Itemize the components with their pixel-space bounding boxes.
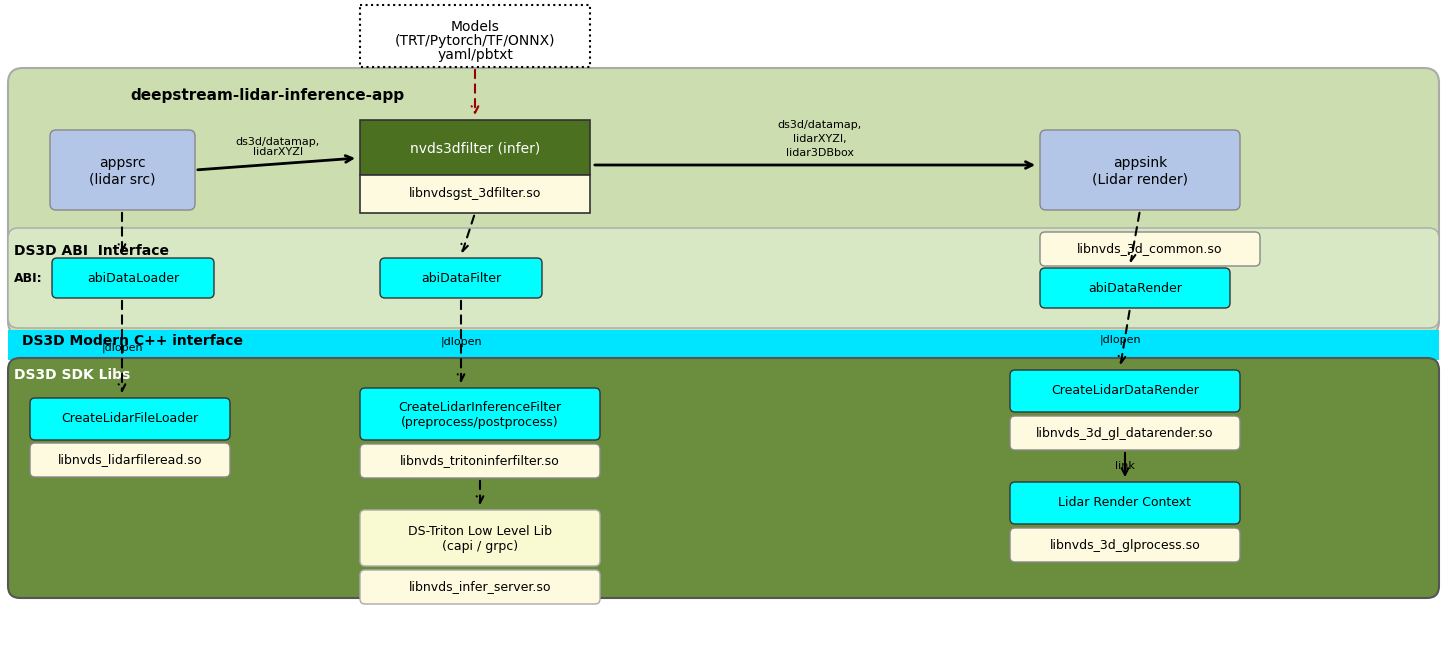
Text: Models: Models <box>450 20 499 34</box>
Text: yaml/pbtxt: yaml/pbtxt <box>437 48 512 62</box>
Text: |dlopen: |dlopen <box>101 342 143 353</box>
Bar <box>360 120 590 175</box>
FancyBboxPatch shape <box>9 358 1438 598</box>
Text: ds3d/datamap,: ds3d/datamap, <box>236 137 320 147</box>
Text: libnvds_3d_glprocess.so: libnvds_3d_glprocess.so <box>1049 539 1201 552</box>
Text: lidarXYZI: lidarXYZI <box>253 147 302 157</box>
Bar <box>360 175 590 213</box>
FancyBboxPatch shape <box>30 398 230 440</box>
Text: libnvdsgst_3dfilter.so: libnvdsgst_3dfilter.so <box>410 188 541 201</box>
FancyBboxPatch shape <box>360 444 601 478</box>
Text: abiDataFilter: abiDataFilter <box>421 272 501 285</box>
Bar <box>9 330 1438 360</box>
Text: appsink
(Lidar render): appsink (Lidar render) <box>1092 156 1188 186</box>
Text: link: link <box>1116 461 1134 471</box>
Text: DS-Triton Low Level Lib
(capi / grpc): DS-Triton Low Level Lib (capi / grpc) <box>408 525 551 553</box>
FancyBboxPatch shape <box>1010 416 1240 450</box>
FancyBboxPatch shape <box>1040 268 1230 308</box>
Text: Lidar Render Context: Lidar Render Context <box>1059 497 1191 510</box>
Text: |dlopen: |dlopen <box>1100 335 1140 345</box>
FancyBboxPatch shape <box>360 570 601 604</box>
Text: CreateLidarFileLoader: CreateLidarFileLoader <box>61 413 198 426</box>
FancyBboxPatch shape <box>1040 232 1260 266</box>
FancyBboxPatch shape <box>51 130 195 210</box>
FancyBboxPatch shape <box>381 258 543 298</box>
Text: deepstream-lidar-inference-app: deepstream-lidar-inference-app <box>130 88 404 103</box>
FancyBboxPatch shape <box>1040 130 1240 210</box>
Text: libnvds_tritoninferfilter.so: libnvds_tritoninferfilter.so <box>401 455 560 468</box>
Text: abiDataLoader: abiDataLoader <box>87 272 179 285</box>
FancyBboxPatch shape <box>52 258 214 298</box>
Text: libnvds_3d_gl_datarender.so: libnvds_3d_gl_datarender.so <box>1036 426 1214 440</box>
Text: lidar3DBbox: lidar3DBbox <box>786 148 854 158</box>
Text: nvds3dfilter (infer): nvds3dfilter (infer) <box>410 141 540 155</box>
Text: libnvds_lidarfileread.so: libnvds_lidarfileread.so <box>58 453 203 466</box>
FancyBboxPatch shape <box>30 443 230 477</box>
FancyBboxPatch shape <box>360 388 601 440</box>
Text: abiDataRender: abiDataRender <box>1088 281 1182 295</box>
FancyBboxPatch shape <box>1010 482 1240 524</box>
FancyBboxPatch shape <box>9 228 1438 328</box>
Text: CreateLidarInferenceFilter
(preprocess/postprocess): CreateLidarInferenceFilter (preprocess/p… <box>398 401 561 429</box>
Text: appsrc
(lidar src): appsrc (lidar src) <box>88 156 155 186</box>
Text: |dlopen: |dlopen <box>440 337 482 347</box>
FancyBboxPatch shape <box>9 68 1438 336</box>
Text: ABI:: ABI: <box>14 272 42 285</box>
Text: ds3d/datamap,: ds3d/datamap, <box>778 120 862 130</box>
Text: (TRT/Pytorch/TF/ONNX): (TRT/Pytorch/TF/ONNX) <box>395 34 556 48</box>
Text: CreateLidarDataRender: CreateLidarDataRender <box>1051 384 1200 398</box>
Text: DS3D SDK Libs: DS3D SDK Libs <box>14 368 130 382</box>
FancyBboxPatch shape <box>1010 370 1240 412</box>
FancyBboxPatch shape <box>360 510 601 566</box>
Text: DS3D ABI  Interface: DS3D ABI Interface <box>14 244 169 258</box>
Text: DS3D Modern C++ interface: DS3D Modern C++ interface <box>22 334 243 348</box>
Text: lidarXYZI,: lidarXYZI, <box>793 134 846 144</box>
Text: libnvds_infer_server.so: libnvds_infer_server.so <box>408 581 551 594</box>
Text: libnvds_3d_common.so: libnvds_3d_common.so <box>1077 243 1223 255</box>
Bar <box>360 5 590 67</box>
FancyBboxPatch shape <box>1010 528 1240 562</box>
